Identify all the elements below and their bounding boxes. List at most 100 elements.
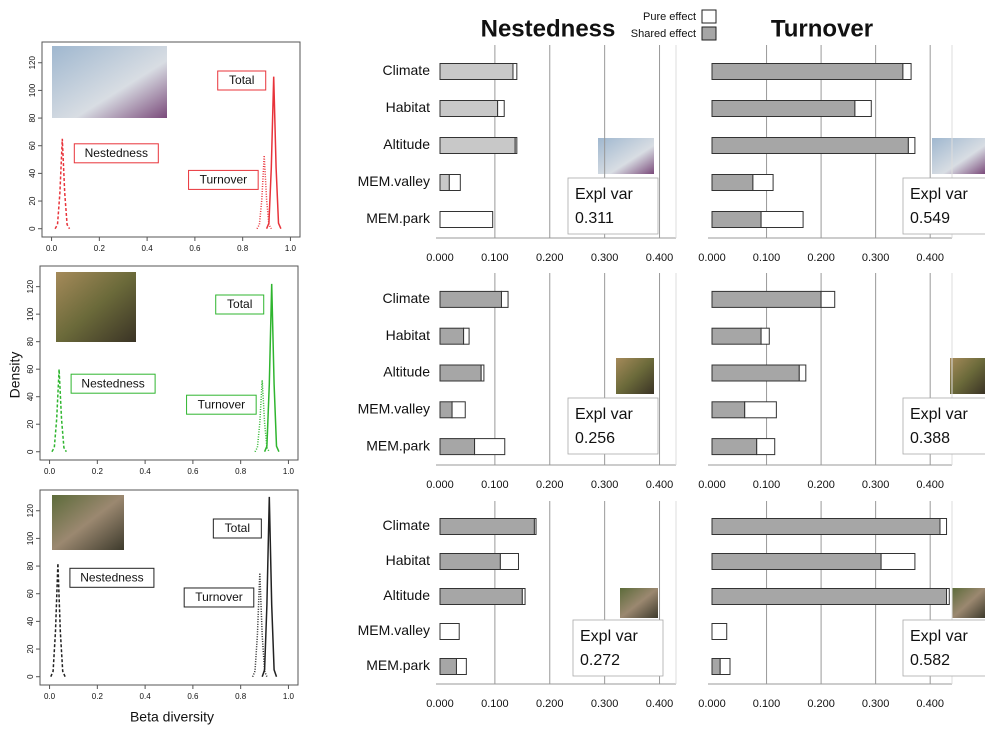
bar-segment [854,100,872,117]
x-tick-label: 0.200 [536,698,564,710]
bar-segment [439,518,535,535]
x-axis-label: Beta diversity [130,709,214,725]
label-box [70,373,156,394]
bar-segment [711,174,754,191]
annotation-value: 0.582 [910,652,950,669]
plot-frame [41,41,301,238]
y-tick-label: 120 [28,56,37,70]
category-label: Altitude [383,136,430,152]
bar-segment [711,623,728,640]
x-tick-label: 0.4 [140,692,152,701]
x-tick-label: 1.0 [283,467,295,476]
bar-segment [946,588,950,605]
curve-label: Turnover [195,590,243,604]
curve-label: Turnover [200,173,248,187]
category-label: MEM.park [366,210,431,226]
thumbnail [932,138,985,174]
legend-label: Pure effect [643,11,696,23]
bar-segment [711,364,800,382]
category-label: Altitude [383,587,430,603]
y-tick-label: 0 [28,226,37,231]
x-tick-label: 0.6 [187,467,199,476]
annotation-box [567,177,659,235]
annotation-value: 0.549 [910,210,950,227]
x-tick-label: 0.2 [92,692,104,701]
thumbnail [616,358,654,394]
bar-segment [719,658,731,675]
bar-segment [451,401,466,419]
x-tick-label: 0.6 [187,692,199,701]
bar-segment [499,553,519,570]
x-tick-label: 0.0 [46,244,58,253]
bar-segment [880,553,916,570]
bar-segment [756,438,776,456]
y-tick-label: 60 [26,589,35,598]
x-tick-label: 0.400 [646,698,674,710]
density-curve [265,76,282,229]
x-tick-label: 0.300 [591,698,619,710]
curve-label: Nestedness [85,146,148,160]
x-tick-label: 0.000 [426,252,454,264]
x-tick-label: 0.300 [862,698,890,710]
bar-segment [463,327,470,345]
photo [52,495,124,550]
thumbnail [598,138,654,174]
curve-label: Nestedness [80,570,143,584]
legend-label: Shared effect [631,28,696,40]
bar-segment [439,137,516,154]
annotation-box [902,397,985,455]
bar-segment [533,518,537,535]
label-box [73,143,159,164]
bar-segment [711,327,762,345]
bar-segment [711,100,856,117]
bar-segment [744,401,777,419]
bar-segment [439,290,502,308]
x-tick-label: 0.000 [698,479,726,491]
bar-segment [500,290,509,308]
x-tick-label: 0.000 [698,698,726,710]
x-tick-label: 0.0 [44,467,56,476]
annotation-box [902,177,985,235]
x-tick-label: 1.0 [285,244,297,253]
bar-segment [760,211,804,228]
x-tick-label: 0.000 [426,698,454,710]
bar-segment [439,100,499,117]
category-label: Habitat [386,552,430,568]
category-label: MEM.valley [358,173,430,189]
bar-segment [480,364,485,382]
x-tick-label: 0.000 [426,479,454,491]
bar-segment [439,63,514,80]
bar-segment [711,137,909,154]
y-tick-label: 120 [26,279,35,293]
x-tick-label: 0.000 [698,252,726,264]
bar-segment [439,401,453,419]
annotation-value: 0.388 [910,430,950,447]
density-curve [263,283,280,452]
x-tick-label: 0.200 [536,479,564,491]
bar-segment [820,290,836,308]
x-tick-label: 0.100 [753,479,781,491]
label-box [186,394,257,415]
curve-label: Total [225,521,250,535]
bar-segment [711,63,904,80]
photo [52,46,167,118]
annotation-value: 0.256 [575,430,615,447]
y-tick-label: 60 [26,364,35,373]
photo [56,272,136,342]
x-tick-label: 0.100 [481,479,509,491]
x-tick-label: 0.300 [862,479,890,491]
x-tick-label: 0.300 [862,252,890,264]
bar-segment [439,364,482,382]
curve-label: Total [227,297,252,311]
x-tick-label: 0.100 [481,252,509,264]
bar-segment [711,658,721,675]
x-tick-label: 0.400 [916,479,944,491]
annotation-label: Expl var [580,628,638,645]
category-label: Habitat [386,327,430,343]
y-tick-label: 80 [28,113,37,122]
density-curve [51,369,67,453]
y-tick-label: 80 [26,337,35,346]
category-label: Altitude [383,364,430,380]
bar-segment [514,137,518,154]
